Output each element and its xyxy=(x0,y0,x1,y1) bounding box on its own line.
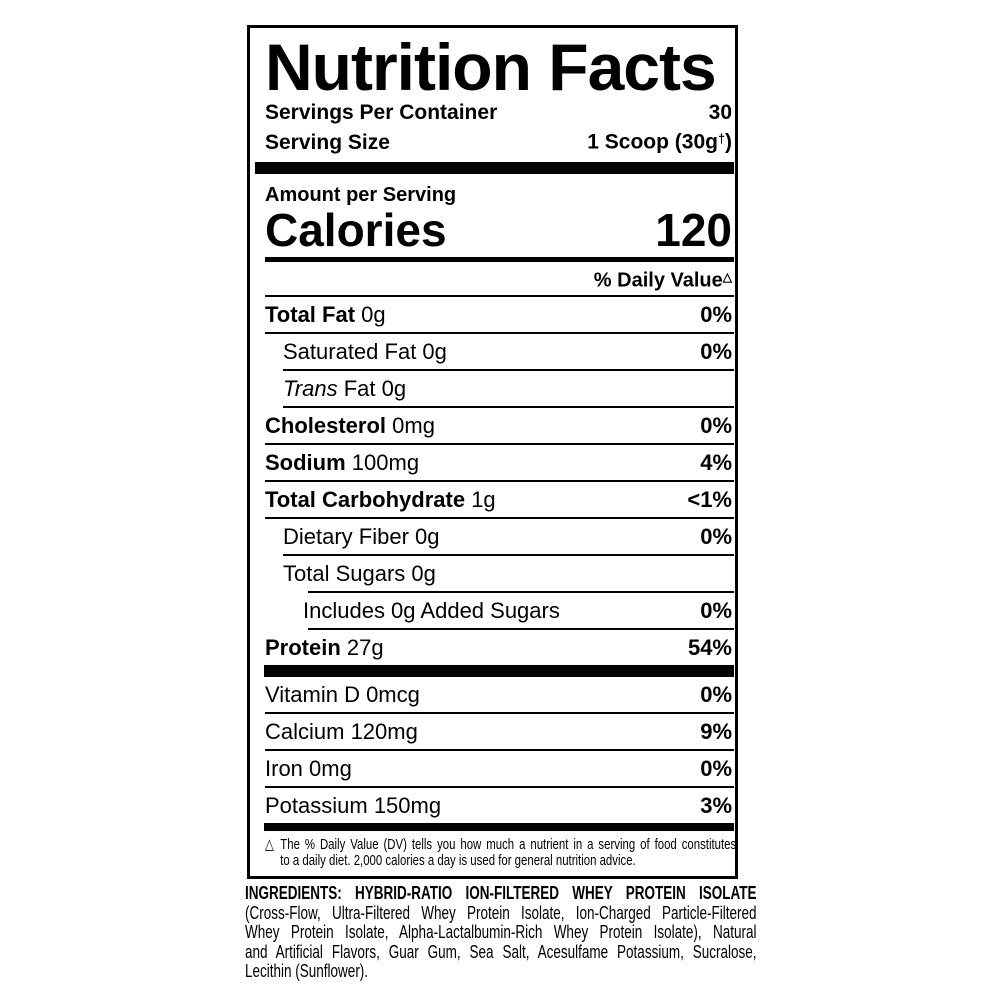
divider-hairline xyxy=(265,480,734,483)
row-cholesterol: Cholesterol 0mg 0% xyxy=(250,408,735,443)
daily-value: <1% xyxy=(687,487,732,513)
row-total-carbohydrate: Total Carbohydrate 1g <1% xyxy=(250,482,735,517)
daily-value-header: % Daily Value△ xyxy=(593,269,732,292)
divider-bar-medium xyxy=(265,256,734,262)
nutrient-name: Protein 27g xyxy=(265,635,384,661)
serving-size-label: Serving Size xyxy=(265,130,390,154)
divider-hairline xyxy=(265,332,734,335)
amount-per-serving-label: Amount per Serving xyxy=(265,183,457,206)
triangle-symbol: △ xyxy=(722,269,732,284)
divider-bar-footnote xyxy=(264,823,734,832)
daily-value: 0% xyxy=(700,756,732,782)
nutrient-name: Sodium 100mg xyxy=(265,450,420,476)
row-saturated-fat: Saturated Fat 0g 0% xyxy=(250,334,735,369)
divider-hairline xyxy=(283,406,734,409)
daily-value: 0% xyxy=(700,413,732,439)
divider-hairline xyxy=(283,554,734,557)
row-potassium: Potassium 150mg 3% xyxy=(250,788,735,823)
row-total-sugars: Total Sugars 0g xyxy=(250,556,735,591)
ingredients-section: INGREDIENTS: HYBRID-RATIO ION-FILTERED W… xyxy=(245,883,757,982)
nutrient-name: Total Sugars 0g xyxy=(283,561,436,587)
divider-hairline xyxy=(265,712,734,715)
daily-value: 0% xyxy=(700,339,732,365)
nutrient-name: Dietary Fiber 0g xyxy=(283,524,440,550)
nutrient-name: Iron 0mg xyxy=(265,756,352,782)
daily-value: 54% xyxy=(687,635,732,661)
servings-per-container-label: Servings Per Container xyxy=(265,101,498,124)
daily-value: 3% xyxy=(700,793,732,819)
divider-bar-thick xyxy=(264,665,734,678)
row-vitamin-d: Vitamin D 0mcg 0% xyxy=(250,677,735,712)
divider-hairline xyxy=(265,517,734,520)
servings-per-container-value: 30 xyxy=(708,101,732,124)
divider-hairline xyxy=(283,369,734,372)
row-sodium: Sodium 100mg 4% xyxy=(250,445,735,480)
nutrient-name: Trans Fat 0g xyxy=(283,376,407,402)
nutrient-name: Saturated Fat 0g xyxy=(283,339,447,365)
row-added-sugars: Includes 0g Added Sugars 0% xyxy=(250,593,735,628)
servings-per-container-row: Servings Per Container 30 xyxy=(250,100,735,126)
serving-size-value: 1 Scoop (30g†) xyxy=(587,130,732,154)
nutrition-facts-panel: Nutrition Facts Servings Per Container 3… xyxy=(247,25,738,880)
nutrient-name: Total Carbohydrate 1g xyxy=(265,487,496,513)
footnote-line-1: △ The % Daily Value (DV) tells you how m… xyxy=(265,836,735,854)
nutrient-name: Total Fat 0g xyxy=(265,302,386,328)
dagger-symbol: † xyxy=(717,132,725,146)
divider-hairline xyxy=(265,786,734,789)
nutrient-name: Cholesterol 0mg xyxy=(265,413,435,439)
daily-value: 0% xyxy=(700,302,732,328)
daily-value: 0% xyxy=(700,524,732,550)
ingredients-line: (Cross-Flow, Ultra-Filtered Whey Protein… xyxy=(245,902,757,923)
nutrition-facts-title: Nutrition Facts xyxy=(265,30,717,104)
ingredients-heading: INGREDIENTS: HYBRID-RATIO ION-FILTERED W… xyxy=(245,883,757,903)
footnote-line-2: to a daily diet. 2,000 calories a day is… xyxy=(280,852,636,870)
divider-hairline xyxy=(308,628,734,631)
nutrient-name: Includes 0g Added Sugars xyxy=(303,598,560,624)
ingredients-line: and Artificial Flavors, Guar Gum, Sea Sa… xyxy=(245,941,757,962)
daily-value: 9% xyxy=(700,719,732,745)
divider-hairline xyxy=(308,591,734,594)
nutrient-name: Calcium 120mg xyxy=(265,719,418,745)
nutrient-name: Vitamin D 0mcg xyxy=(265,682,420,708)
daily-value: 0% xyxy=(700,682,732,708)
row-protein: Protein 27g 54% xyxy=(250,630,735,665)
divider-hairline xyxy=(265,749,734,752)
serving-size-row: Serving Size 1 Scoop (30g†) xyxy=(250,126,735,156)
divider-hairline xyxy=(265,443,734,446)
divider-hairline xyxy=(265,295,734,298)
daily-value: 0% xyxy=(700,598,732,624)
row-dietary-fiber: Dietary Fiber 0g 0% xyxy=(250,519,735,554)
divider-bar-thick xyxy=(255,161,734,174)
daily-value: 4% xyxy=(700,450,732,476)
calories-row: Calories 120 xyxy=(250,206,735,256)
ingredients-line: Lecithin (Sunflower). xyxy=(245,961,369,981)
row-trans-fat: Trans Fat 0g xyxy=(250,371,735,406)
ingredients-line: Whey Protein Isolate, Alpha-Lactalbumin-… xyxy=(245,922,757,942)
row-iron: Iron 0mg 0% xyxy=(250,751,735,786)
row-total-fat: Total Fat 0g 0% xyxy=(250,297,735,332)
calories-value: 120 xyxy=(655,203,732,256)
daily-value-footnote: △ The % Daily Value (DV) tells you how m… xyxy=(250,831,735,871)
calories-label: Calories xyxy=(265,203,447,256)
row-calcium: Calcium 120mg 9% xyxy=(250,714,735,749)
nutrient-name: Potassium 150mg xyxy=(265,793,442,819)
